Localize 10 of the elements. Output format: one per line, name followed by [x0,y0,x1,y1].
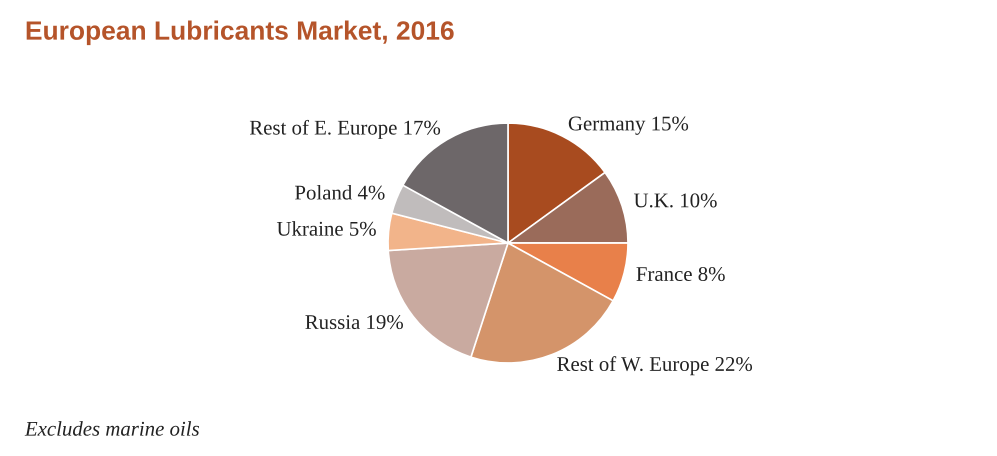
slice-label: Poland 4% [295,184,385,200]
slice-label: U.K. 10% [634,193,717,208]
slice-label: Ukraine 5% [276,221,376,236]
slice-label: France 8% [636,266,725,282]
slice-label: Rest of E. Europe 17% [250,120,440,139]
chart-title: European Lubricants Market, 2016 [26,20,454,46]
slice-label: Russia 19% [305,315,403,330]
slice-label: Rest of W. Europe 22% [557,356,752,376]
text: Excludes marine oils [24,421,200,436]
slice-label: Germany 15% [568,116,688,135]
